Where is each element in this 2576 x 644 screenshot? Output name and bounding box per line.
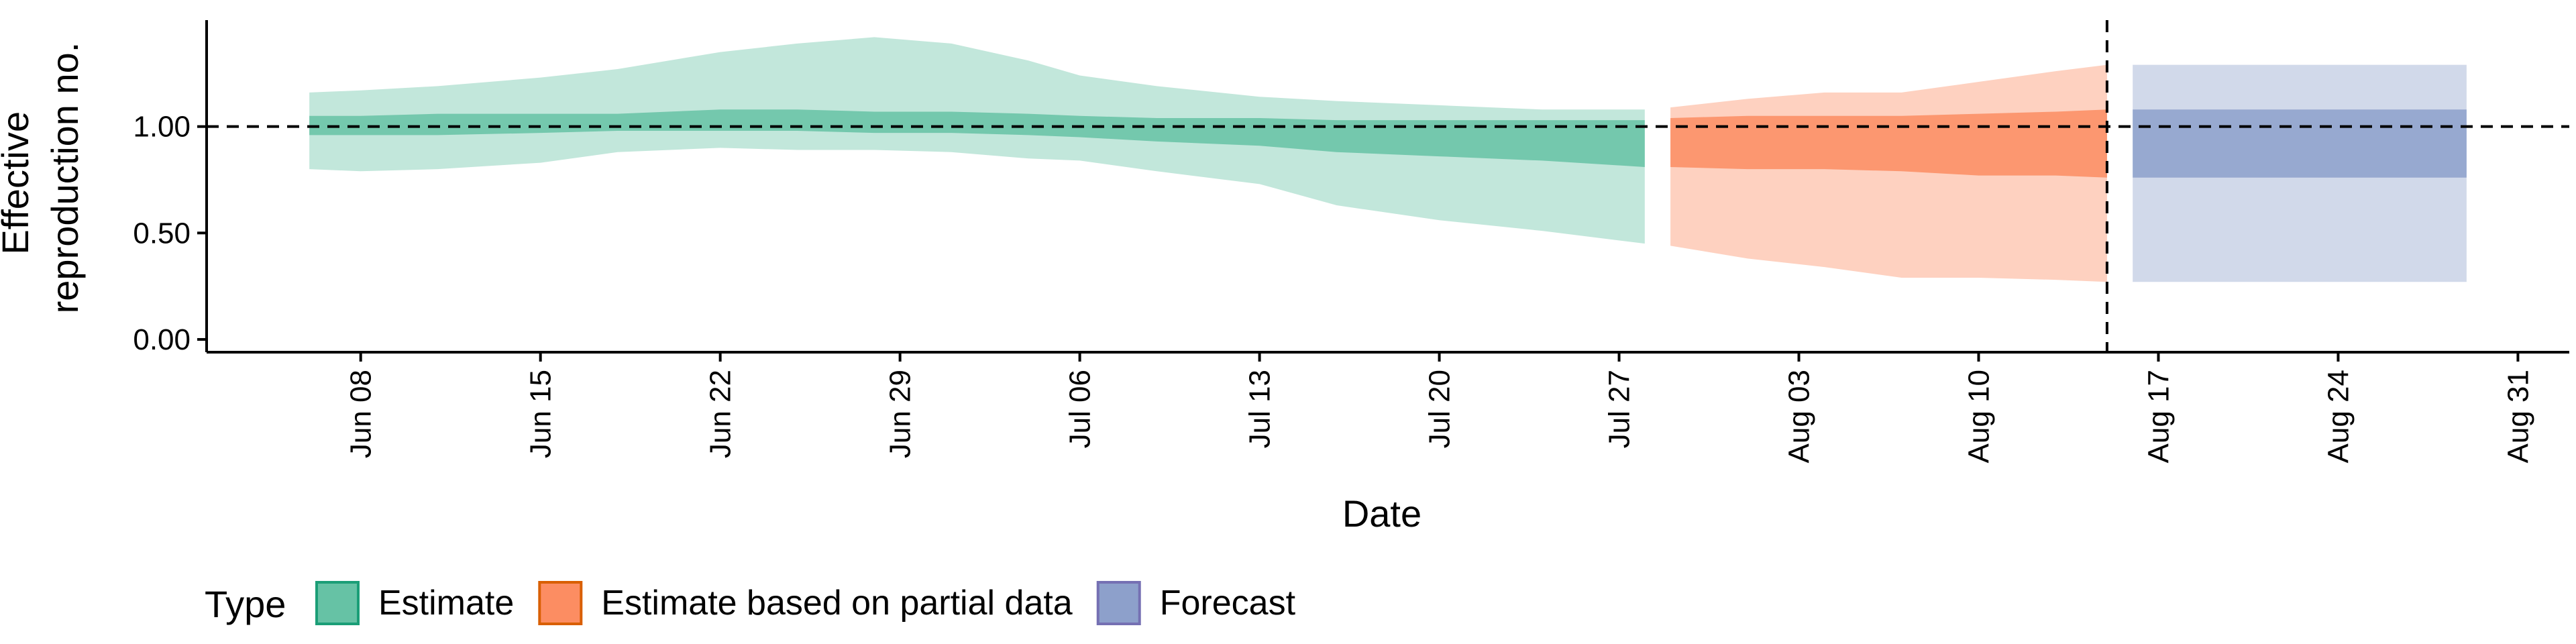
y-axis-title: Effective reproduction no. [0,42,86,314]
reference-lines [207,20,2569,352]
y-tick-label: 1.00 [133,111,191,144]
y-axis-title-line-1: Effective [0,111,36,255]
x-tick-label: Aug 31 [2502,370,2534,463]
x-tick-label: Jul 27 [1603,370,1636,448]
x-tick-label: Jul 20 [1424,370,1456,448]
x-tick-label: Jun 22 [704,370,737,458]
x-tick-label: Jun 15 [525,370,557,458]
legend-key-forecast [1096,581,1141,625]
y-tick-label: 0.00 [133,323,191,356]
series-estimate-based-on-partial-data [1670,64,2107,282]
x-tick-label: Jul 06 [1064,370,1097,448]
x-tick-label: Jun 29 [884,370,917,458]
legend-label-estimate: Estimate [378,584,514,623]
legend-label-forecast: Forecast [1160,584,1296,623]
y-axis-title-line-2: reproduction no. [44,42,86,314]
x-tick-label: Jul 13 [1244,370,1277,448]
x-axis-title: Date [1342,492,1421,535]
legend-key-estimate [315,581,360,625]
legend: Type Estimate Estimate based on partial d… [205,581,1296,625]
inner-band-forecast [2133,109,2467,178]
x-tick-label: Aug 03 [1783,370,1816,463]
legend-title: Type [205,583,286,625]
inner-band-estimate [309,109,1645,167]
outer-band-estimate [309,37,1645,244]
legend-label-estimate-based-on-partial-data: Estimate based on partial data [601,584,1073,623]
legend-key-estimate-based-on-partial-data [538,581,583,625]
x-tick-label: Jun 08 [345,370,378,458]
bands-layer [309,37,2467,282]
x-tick-label: Aug 24 [2322,370,2355,463]
x-tick-label: Aug 17 [2142,370,2175,463]
y-tick-label: 0.50 [133,217,191,250]
x-tick-label: Aug 10 [1963,370,1996,463]
series-estimate [309,37,1645,244]
series-forecast [2133,64,2467,282]
axes [205,20,2569,354]
inner-band-estimate-based-on-partial-data [1670,109,2107,178]
ticks: 0.00 0.50 1.00 Jun 08 Jun 15 Jun 22 Jun 29 Jul … [133,111,2534,464]
